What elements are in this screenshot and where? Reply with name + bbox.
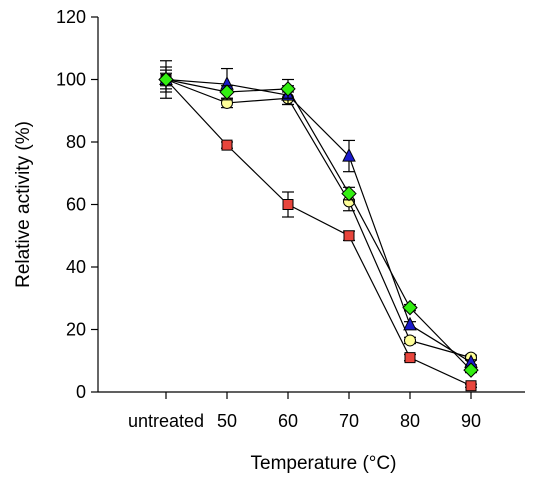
series-2-circle <box>160 66 477 364</box>
x-axis-title: Temperature (°C) <box>251 453 397 474</box>
data-point-square <box>404 352 416 364</box>
x-tick-label: 90 <box>461 411 481 431</box>
x-tick-label: 60 <box>278 411 298 431</box>
series-layer <box>158 60 479 392</box>
y-axis-title: Relative activity (%) <box>13 121 34 288</box>
x-tick-label: 70 <box>339 411 359 431</box>
data-point-diamond <box>219 84 235 100</box>
y-tick-label: 120 <box>56 7 86 27</box>
x-tick-label: 50 <box>217 411 237 431</box>
x-axis: untreated 50 60 70 80 90 <box>128 392 481 431</box>
data-point-diamond <box>463 362 479 378</box>
data-point-triangle <box>403 316 417 331</box>
data-point-square <box>221 139 233 151</box>
series-line <box>165 78 472 359</box>
data-point-circle <box>404 334 416 347</box>
y-tick-label: 80 <box>66 132 86 152</box>
series-1-square <box>160 72 477 392</box>
data-point-square <box>282 199 294 210</box>
series-3-triangle <box>159 60 478 368</box>
data-point-square <box>343 230 355 242</box>
y-tick-label: 40 <box>66 257 86 277</box>
y-tick-label: 100 <box>56 70 86 90</box>
data-point-square <box>465 380 477 392</box>
data-point-diamond <box>158 71 174 88</box>
series-4-diamond <box>158 69 479 378</box>
series-line <box>165 79 472 387</box>
x-tick-label: untreated <box>128 411 204 431</box>
y-axis: 0 20 40 60 80 100 120 <box>56 7 98 402</box>
data-point-diamond <box>280 81 296 97</box>
x-tick-label: 80 <box>400 411 420 431</box>
series-line <box>165 78 472 363</box>
y-tick-label: 20 <box>66 320 86 340</box>
y-tick-label: 0 <box>76 382 86 402</box>
data-point-diamond <box>402 299 418 316</box>
y-tick-label: 60 <box>66 195 86 215</box>
series-line <box>165 78 472 371</box>
data-point-diamond <box>341 185 357 202</box>
data-point-triangle <box>342 147 356 162</box>
